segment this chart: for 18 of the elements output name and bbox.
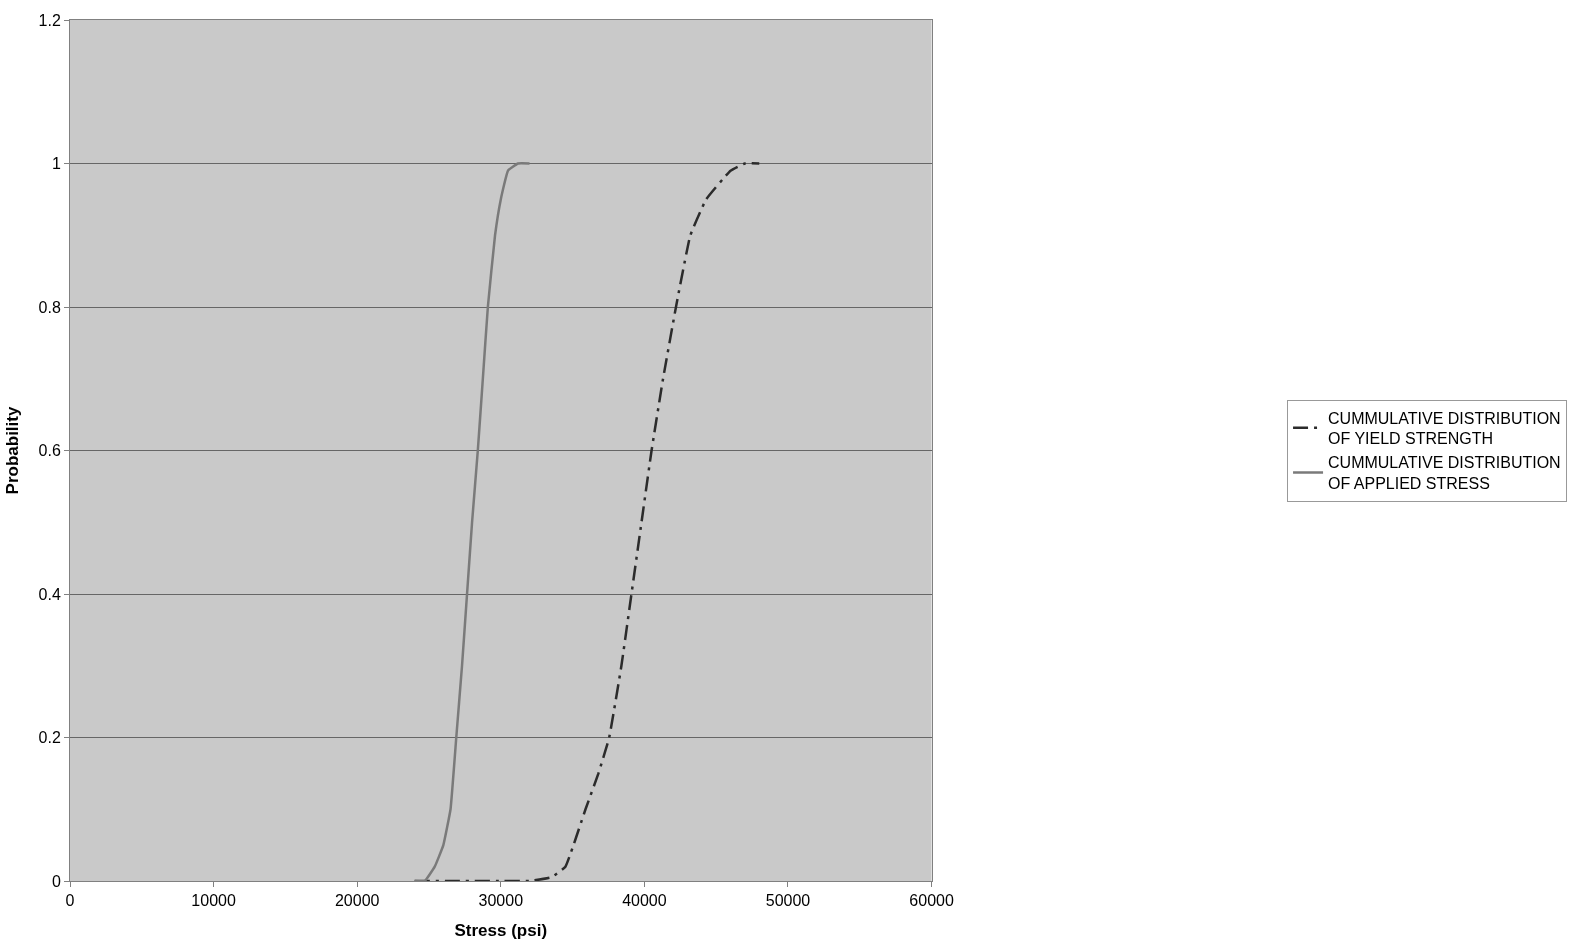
x-tick-label: 0 — [65, 892, 75, 910]
x-tick-label: 30000 — [478, 892, 524, 910]
y-tick-label: 0.2 — [38, 729, 61, 747]
x-tick-label: 10000 — [191, 892, 236, 910]
x-axis-title: Stress (psi) — [454, 920, 548, 940]
x-tick-label: 50000 — [765, 892, 811, 910]
y-tick-label: 0.8 — [38, 298, 61, 316]
y-axis-title: Probability — [3, 406, 23, 495]
x-tick-label: 40000 — [622, 892, 667, 910]
y-tick-label: 1.2 — [38, 11, 61, 29]
y-tick-label: 1 — [51, 155, 61, 173]
x-tick-label: 20000 — [334, 892, 380, 910]
y-tick-label: 0 — [51, 872, 61, 890]
legend-label: CUMMULATIVE DISTRIBUTION OF APPLIED STRESS — [1328, 454, 1561, 493]
y-tick-label: 0.4 — [38, 585, 61, 603]
x-tick-label: 60000 — [909, 892, 954, 910]
legend-label: CUMMULATIVE DISTRIBUTION OF YIELD STRENGTH — [1328, 409, 1561, 448]
y-tick-label: 0.6 — [38, 442, 61, 460]
